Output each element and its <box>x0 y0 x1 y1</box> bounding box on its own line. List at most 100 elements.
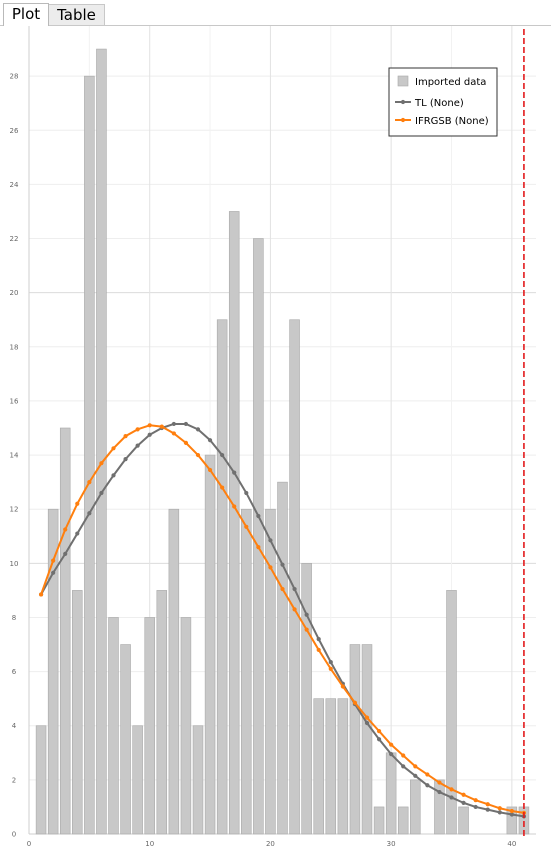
y-tick-label: 20 <box>10 289 19 297</box>
tab-table[interactable]: Table <box>49 4 105 26</box>
y-tick-label: 10 <box>10 560 19 568</box>
ifrgsb-series-point <box>99 461 104 466</box>
histogram-bar <box>410 779 421 835</box>
ifrgsb-series-point <box>497 806 502 811</box>
histogram-bar <box>96 48 107 835</box>
tl-series-point <box>135 443 140 448</box>
tl-series-point <box>75 531 80 536</box>
histogram-bar <box>349 644 361 835</box>
histogram-bar <box>47 508 59 835</box>
tl-series-point <box>99 490 104 496</box>
tab-bar: Plot Table <box>0 0 551 26</box>
x-tick-label: 30 <box>387 840 396 848</box>
y-tick-label: 12 <box>10 506 19 514</box>
histogram-bar <box>204 454 216 835</box>
histogram-bar <box>35 725 47 835</box>
tl-series-point <box>244 490 249 496</box>
ifrgsb-series-point <box>135 427 140 432</box>
tl-series-point <box>63 551 68 556</box>
y-tick-label: 28 <box>10 73 19 81</box>
ifrgsb-series-point <box>171 431 176 436</box>
tl-series-point <box>401 764 406 769</box>
ifrgsb-series-point <box>75 501 80 506</box>
ifrgsb-series-point <box>461 792 466 797</box>
tl-series-point <box>485 807 490 812</box>
tl-series-point <box>376 737 382 742</box>
ifrgsb-series-point <box>509 808 514 814</box>
ifrgsb-series-point <box>195 452 201 458</box>
y-tick-label: 2 <box>12 776 16 784</box>
tl-series-point <box>220 452 225 458</box>
legend-swatch-bars <box>397 75 409 87</box>
legend-label-tl-series: TL (None) <box>414 98 464 109</box>
histogram-bar <box>144 617 155 835</box>
histogram-bar <box>253 238 264 835</box>
tab-divider <box>0 25 551 26</box>
histogram-bar <box>72 590 83 835</box>
histogram-bar <box>132 725 143 835</box>
ifrgsb-series-point <box>244 524 249 529</box>
histogram-bar <box>458 806 469 835</box>
histogram-bar <box>446 590 457 835</box>
histogram-bar <box>180 617 192 835</box>
histogram-bar <box>337 698 349 835</box>
tl-series-point <box>413 773 418 778</box>
ifrgsb-series-point <box>413 764 418 769</box>
ifrgsb-series-point <box>207 467 213 473</box>
ifrgsb-series-point <box>256 544 261 550</box>
histogram-bar <box>108 617 119 835</box>
ifrgsb-series-point <box>220 485 225 490</box>
histogram-bar <box>59 427 71 835</box>
histogram-bar <box>325 698 337 835</box>
ifrgsb-series-point <box>111 446 116 451</box>
y-tick-label: 0 <box>12 831 16 839</box>
histogram-bar <box>397 806 409 835</box>
y-tick-label: 6 <box>12 668 17 676</box>
ifrgsb-series-point <box>485 802 490 807</box>
x-tick-label: 10 <box>145 840 154 848</box>
x-tick-label: 0 <box>27 840 31 848</box>
tl-series-point <box>509 812 514 817</box>
tl-series-point <box>147 432 152 437</box>
ifrgsb-series-point <box>316 647 321 653</box>
y-tick-label: 22 <box>10 235 19 243</box>
tl-series-point <box>256 513 261 519</box>
legend-marker-tl-series <box>400 99 406 105</box>
tl-series-point <box>195 427 201 432</box>
y-tick-label: 24 <box>10 181 19 189</box>
tl-series-point <box>183 421 189 427</box>
y-tick-label: 14 <box>10 452 19 460</box>
ifrgsb-series-point <box>364 715 370 720</box>
x-tick-label: 20 <box>266 840 275 848</box>
tl-series-point <box>328 660 333 665</box>
ifrgsb-series-point <box>87 480 92 485</box>
tl-series-point <box>268 538 273 543</box>
ifrgsb-series-point <box>340 684 345 689</box>
x-tick-label: 40 <box>507 840 516 848</box>
histogram-bar <box>313 698 324 835</box>
tab-plot[interactable]: Plot <box>3 3 49 26</box>
ifrgsb-series-point <box>401 753 406 758</box>
histogram-bar <box>373 806 385 835</box>
histogram-bar <box>265 508 276 835</box>
tl-series-point <box>364 720 370 726</box>
tl-series-point <box>461 800 466 805</box>
ifrgsb-series-point <box>473 798 478 803</box>
histogram-bar <box>156 590 168 835</box>
ifrgsb-series-point <box>376 729 382 734</box>
tl-series-point <box>280 562 285 567</box>
tl-series-point <box>316 637 321 642</box>
ifrgsb-series-point <box>425 772 430 777</box>
histogram-bar <box>361 644 373 835</box>
histogram-bar <box>277 481 288 835</box>
tl-series-point <box>51 570 56 575</box>
tl-series-point <box>449 795 454 800</box>
histogram-bar <box>192 725 204 835</box>
tl-series-point <box>123 457 128 462</box>
histogram-bar <box>84 75 95 835</box>
y-tick-label: 8 <box>12 614 16 622</box>
ifrgsb-series-point <box>147 423 152 428</box>
y-tick-label: 16 <box>10 397 19 405</box>
histogram-bar <box>289 319 300 835</box>
